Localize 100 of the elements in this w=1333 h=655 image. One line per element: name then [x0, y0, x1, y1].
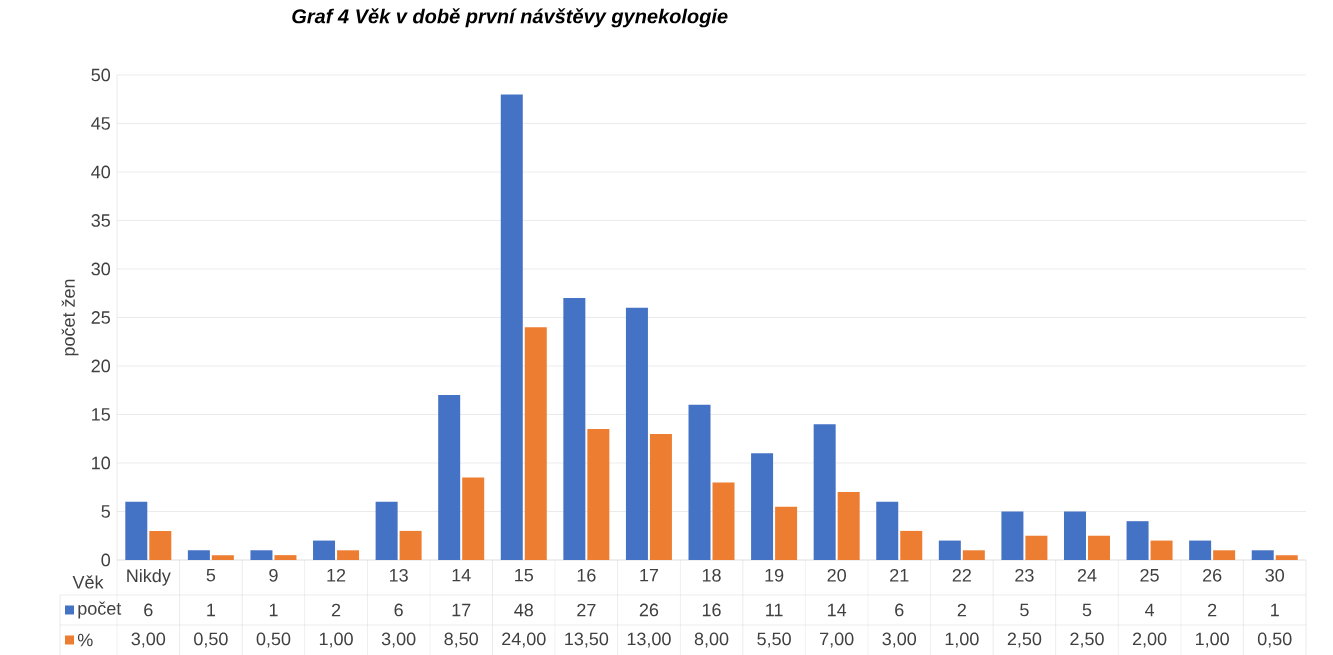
y-tick-label: 20: [91, 359, 111, 373]
bar: [149, 530, 172, 560]
bar: [1087, 535, 1110, 560]
bar: [187, 550, 210, 560]
y-tick-label: 40: [91, 165, 111, 179]
legend-label: %: [77, 633, 93, 647]
data-label: 14: [828, 603, 847, 617]
x-tick-label: 30: [1265, 568, 1285, 582]
x-tick-label: 5: [206, 568, 216, 582]
x-tick-label: 9: [269, 568, 278, 582]
bar: [438, 394, 461, 560]
bar: [1213, 550, 1236, 560]
bar: [462, 477, 485, 560]
bar: [1150, 540, 1173, 560]
bar: [1126, 521, 1149, 560]
data-label: 1,00: [945, 632, 979, 648]
bar: [1025, 535, 1048, 560]
x-tick-label: 20: [827, 568, 846, 582]
bar: [563, 297, 586, 560]
bar: [1189, 540, 1212, 560]
bar: [524, 327, 547, 560]
bar: [938, 540, 961, 560]
x-tick-label: 25: [1140, 568, 1159, 582]
data-label: 1,00: [319, 632, 353, 648]
data-label: 8,00: [694, 632, 729, 648]
x-tick-label: 24: [1077, 568, 1097, 582]
data-label: 24,00: [502, 632, 546, 648]
bar: [837, 491, 860, 560]
data-label: 16: [702, 603, 721, 617]
x-tick-label: 23: [1015, 568, 1034, 582]
x-tick-label: 18: [702, 568, 721, 582]
data-label: 6: [394, 603, 403, 617]
data-label: 2: [1208, 603, 1217, 617]
x-tick-label: Nikdy: [127, 568, 171, 586]
bar: [751, 453, 774, 560]
bar: [1063, 511, 1086, 560]
data-label: 0,50: [1257, 632, 1292, 648]
data-label: 4: [1144, 603, 1155, 617]
x-tick-label: 14: [452, 568, 471, 582]
y-tick-label: 10: [92, 456, 111, 470]
x-tick-label: 21: [890, 568, 909, 582]
x-axis-title: Věk: [72, 575, 104, 589]
bar: [500, 94, 523, 560]
data-label: 2,50: [1070, 632, 1104, 648]
bar: [250, 550, 273, 560]
y-tick-label: 0: [101, 553, 111, 567]
x-tick-label: 22: [952, 568, 971, 582]
x-tick-label: 12: [327, 568, 346, 582]
data-label: 13,50: [565, 632, 609, 648]
data-label: 5,50: [757, 632, 791, 648]
data-label: 2,00: [1132, 632, 1167, 648]
data-label: 5: [1020, 603, 1029, 617]
data-label: 8,50: [444, 632, 478, 648]
bar: [962, 550, 985, 560]
data-label: 1: [207, 603, 216, 617]
data-label: 1: [269, 603, 278, 617]
data-label: 6: [144, 603, 153, 617]
data-label: 2: [331, 603, 341, 617]
y-tick-label: 25: [91, 310, 110, 324]
bar: [813, 424, 836, 560]
data-label: 0,50: [194, 632, 228, 648]
data-label: 1,00: [1196, 632, 1229, 648]
data-label: 1: [1271, 603, 1279, 617]
bar: [125, 501, 148, 560]
bar: [274, 555, 297, 560]
bar: [587, 428, 610, 560]
data-label: 2: [957, 603, 966, 617]
data-label: 6: [895, 603, 904, 617]
bar: [876, 501, 899, 560]
y-tick-label: 5: [101, 505, 110, 518]
data-label: 26: [639, 603, 659, 617]
bar: [211, 555, 234, 560]
x-tick-label: 16: [577, 568, 596, 582]
y-tick-label: 35: [91, 213, 110, 227]
bar: [649, 433, 672, 560]
data-label: 3,00: [131, 632, 166, 648]
data-label: 13,00: [627, 632, 671, 648]
bar: [712, 482, 735, 560]
bar: [775, 506, 798, 560]
data-label: 3,00: [381, 632, 416, 648]
bar: [900, 530, 923, 560]
y-tick-label: 45: [91, 117, 110, 130]
y-tick-label: 50: [91, 68, 111, 82]
data-label: 48: [514, 603, 533, 617]
bar: [688, 404, 711, 560]
bar: [1251, 550, 1274, 560]
chart-title: Graf 4 Věk v době první návštěvy gynekologie: [292, 8, 728, 28]
bar: [313, 540, 336, 560]
x-tick-label: 15: [515, 568, 534, 582]
x-tick-label: 13: [389, 568, 408, 582]
bar: [375, 501, 398, 560]
bar: [1001, 511, 1024, 560]
data-label: 2,50: [1007, 632, 1042, 648]
legend-label: počet: [78, 601, 122, 619]
data-label: 0,50: [256, 632, 291, 648]
x-tick-label: 19: [765, 568, 784, 582]
y-tick-label: 30: [91, 262, 111, 276]
data-label: 5: [1082, 603, 1092, 617]
data-label: 7,00: [820, 632, 854, 648]
bar: [399, 530, 422, 560]
